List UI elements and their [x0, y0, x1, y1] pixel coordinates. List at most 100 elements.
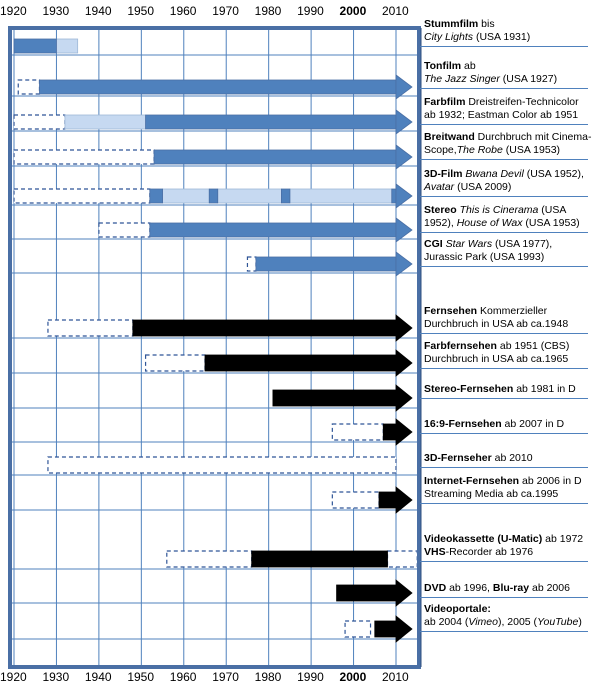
label-line-1: Fernsehen Kommerzieller [424, 305, 548, 317]
label-line-2: Streaming Media ab ca.1995 [424, 488, 559, 500]
label-farbfernsehen: Farbfernsehen ab 1951 (CBS) Durchbruch in… [424, 340, 569, 366]
label-line-1: Stereo This is Cinerama (USA [424, 204, 567, 216]
arrow-head [395, 349, 413, 377]
ticks_bottom-tick-1960: 1960 [169, 670, 197, 684]
solid-bar [208, 188, 219, 204]
ticks_top-tick-1960: 1960 [169, 4, 197, 18]
dashed-bar [331, 491, 380, 509]
label-underline [420, 124, 588, 125]
light-bar [64, 114, 146, 130]
dashed-bar [166, 550, 253, 568]
label-cgi: CGI Star Wars (USA 1977), Jurassic Park (… [424, 238, 552, 264]
dashed-bar [98, 222, 151, 238]
label-line-1: Breitwand Durchbruch mit Cinema- [424, 131, 592, 143]
arrow-head [395, 314, 413, 342]
ticks_bottom-tick-2010: 2010 [382, 670, 409, 684]
label-line-1: CGI Star Wars (USA 1977), [424, 238, 553, 250]
solid-bar [149, 222, 397, 238]
label-tonfilm: Tonfilm ab The Jazz Singer (USA 1927) [424, 60, 557, 86]
ticks_bottom-tick-1920: 1920 [0, 670, 27, 684]
label-line-1: Farbfernsehen ab 1951 (CBS) [424, 340, 570, 352]
light-bar [162, 188, 210, 204]
label-line-2: VHS-Recorder ab 1976 [424, 546, 534, 558]
label-line-1: DVD ab 1996, Blu-ray ab 2006 [424, 582, 570, 594]
label-underline [420, 597, 588, 598]
label-underline [420, 232, 588, 233]
label-video: Videokassette (U-Matic) ab 1972 VHS-Recor… [424, 533, 583, 559]
solid-bar [153, 149, 397, 165]
arrow-head [395, 74, 413, 100]
solid-bar [39, 79, 397, 95]
ticks_bottom-tick-1950: 1950 [127, 670, 155, 684]
label-breitwand: Breitwand Durchbruch mit Cinema- Scope,Th… [424, 131, 591, 157]
solid-bar [374, 620, 397, 638]
ticks_bottom-tick-1980: 1980 [254, 670, 282, 684]
label-fernsehen: Fernsehen Kommerzieller Durchbruch in USA… [424, 305, 568, 331]
ticks_top-tick-1970: 1970 [212, 4, 239, 18]
diagram-frame [8, 26, 421, 669]
label-underline [420, 503, 588, 504]
label-stereo: Stereo This is Cinerama (USA 1952), House… [424, 204, 580, 230]
ticks_top-tick-1930: 1930 [42, 4, 70, 18]
label-line-1: Videokassette (U-Matic) ab 1972 [424, 533, 584, 545]
solid-bar [13, 38, 57, 54]
label-line-1: 3D-Fernseher ab 2010 [424, 452, 533, 464]
label-line-2: ab 1932; Eastman Color ab 1951 [424, 109, 579, 121]
solid-bar [145, 114, 397, 130]
dashed-bar [47, 319, 134, 337]
solid-bar [336, 584, 397, 602]
label-169: 16:9-Fernsehen ab 2007 in D [424, 418, 564, 431]
label-line-2: City Lights (USA 1931) [424, 31, 531, 43]
solid-bar [391, 188, 397, 204]
light-bar [56, 38, 79, 54]
label-line-1: Tonfilm ab [424, 60, 476, 72]
arrow-head [395, 251, 413, 277]
dashed-bar [144, 354, 206, 372]
label-dvd: DVD ab 1996, Blu-ray ab 2006 [424, 582, 570, 595]
arrow-head [395, 183, 413, 209]
label-underline [420, 467, 588, 468]
dashed-bar [386, 550, 418, 568]
solid-bar [272, 389, 397, 407]
label-videoportale: Videoportale: ab 2004 (Vimeo), 2005 (YouT… [424, 603, 582, 629]
ticks_top-tick-2000: 2000 [339, 4, 367, 18]
label-underline [420, 631, 588, 632]
arrow-head [395, 144, 413, 170]
solid-bar [378, 491, 397, 509]
solid-bar [204, 354, 397, 372]
label-line-1: Internet-Fernsehen ab 2006 in D [424, 475, 582, 487]
dashed-bar [17, 79, 41, 95]
label-3dfernseher: 3D-Fernseher ab 2010 [424, 452, 533, 465]
label-3dfilm: 3D-Film Bwana Devil (USA 1952), Avatar (U… [424, 168, 584, 194]
arrow-head [395, 217, 413, 243]
label-line-1: Stummfilm bis [424, 18, 495, 30]
solid-bar [255, 256, 397, 272]
label-line-1: 3D-Film Bwana Devil (USA 1952), [424, 168, 584, 180]
arrow-head [395, 109, 413, 135]
label-line-2: Durchbruch in USA ab ca.1948 [424, 318, 569, 330]
arrow-head [395, 384, 413, 412]
label-line-2: Jurassic Park (USA 1993) [424, 251, 545, 263]
arrow-head [395, 579, 413, 607]
ticks_bottom-tick-2000: 2000 [339, 670, 367, 684]
ticks_top-tick-1980: 1980 [254, 4, 282, 18]
solid-bar [280, 188, 291, 204]
label-farbfilm: Farbfilm Dreistreifen-Technicolor ab 1932… [424, 96, 579, 122]
ticks_bottom-tick-1930: 1930 [42, 670, 70, 684]
dashed-bar [47, 456, 397, 474]
dashed-bar [246, 256, 257, 272]
label-underline [420, 561, 588, 562]
label-line-2: The Jazz Singer (USA 1927) [424, 73, 558, 85]
label-underline [420, 88, 588, 89]
ticks_bottom-tick-1990: 1990 [297, 670, 324, 684]
label-underline [420, 196, 588, 197]
label-line-1: Videoportale: [424, 603, 491, 615]
dashed-bar [13, 149, 155, 165]
label-line-2: ab 2004 (Vimeo), 2005 (YouTube) [424, 616, 582, 628]
arrow-head [395, 418, 413, 446]
ticks_top-tick-1950: 1950 [127, 4, 155, 18]
solid-bar [251, 550, 388, 568]
label-line-2: Scope,The Robe (USA 1953) [424, 144, 561, 156]
label-line-1: 16:9-Fernsehen ab 2007 in D [424, 418, 565, 430]
